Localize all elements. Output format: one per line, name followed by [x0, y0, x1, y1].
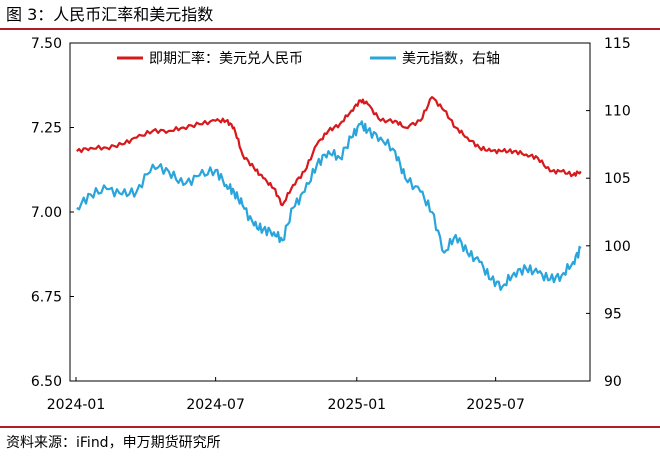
right-tick-label: 115: [604, 36, 631, 52]
right-tick-label: 90: [604, 374, 622, 390]
x-tick-label: 2024-07: [186, 397, 245, 413]
top-rule: [0, 28, 660, 30]
series-lines: [76, 95, 582, 291]
left-tick-label: 7.50: [31, 36, 62, 52]
legend-label: 即期汇率：美元兑人民币: [149, 50, 303, 67]
right-tick-label: 105: [604, 171, 631, 187]
series-line-dxy: [76, 120, 582, 291]
x-axis: 2024-01 2024-07 2025-01 2025-07: [47, 377, 525, 413]
plot-border: [69, 42, 591, 382]
plot-frame: [69, 42, 591, 382]
right-axis: 115 110 105 100 95 90: [586, 36, 631, 390]
left-tick-label: 7.25: [31, 121, 62, 137]
x-tick-label: 2025-07: [466, 397, 525, 413]
x-tick-label: 2024-01: [47, 397, 106, 413]
source-note: 资料来源：iFind，申万期货研究所: [6, 435, 221, 451]
left-tick-label: 6.50: [31, 374, 62, 390]
legend: 即期汇率：美元兑人民币 美元指数，右轴: [117, 50, 500, 67]
right-tick-label: 100: [604, 239, 631, 255]
right-tick-label: 110: [604, 104, 631, 120]
bottom-rule: [0, 426, 660, 428]
x-tick-label: 2025-01: [328, 397, 387, 413]
series-line-usdcny: [76, 95, 582, 207]
chart-title: 图 3：人民币汇率和美元指数: [6, 5, 214, 24]
right-tick-label: 95: [604, 306, 622, 322]
left-tick-label: 6.75: [31, 290, 62, 306]
left-axis: 7.50 7.25 7.00 6.75 6.50: [31, 36, 74, 390]
left-tick-label: 7.00: [31, 205, 62, 221]
legend-label: 美元指数，右轴: [402, 51, 500, 67]
